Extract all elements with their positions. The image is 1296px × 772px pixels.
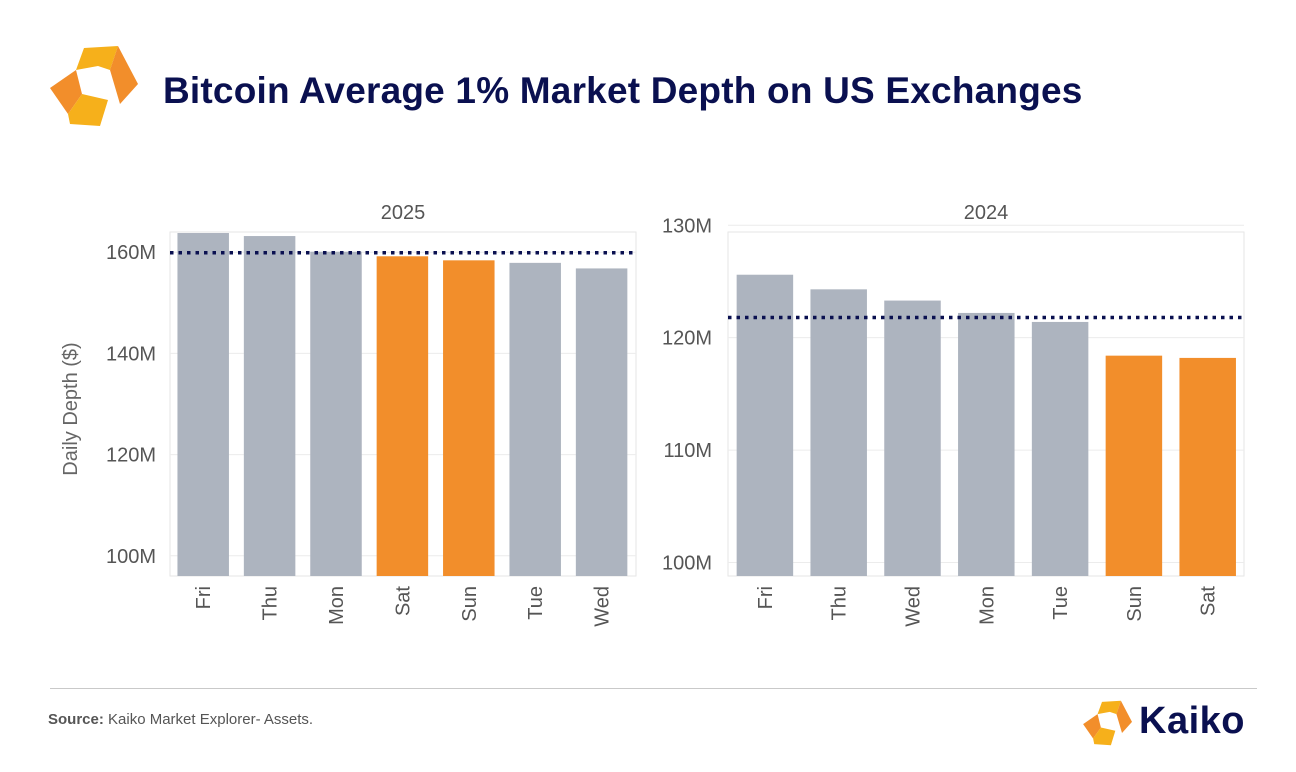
chart-2024-ytick-label: 130M [662,215,712,237]
chart-2025-xtick-label: Fri [193,586,215,609]
chart-2025-title: 2025 [381,202,426,224]
source-label: Source: [48,711,104,728]
kaiko-logo-icon [50,46,138,126]
chart-2025: 100M 120M 140M 160M 2025 Daily Depth ($) Fri Th… [60,202,637,627]
chart-2024-ytick-label: 120M [662,328,712,350]
chart-2025-xtick-label: Sat [392,586,414,616]
chart-2025-bar-sat [376,256,429,576]
chart-2025-xtick-label: Thu [260,586,282,620]
chart-2024-xtick-label: Fri [755,586,777,609]
chart-2024-xtick-label: Sun [1124,586,1146,622]
chart-2024-xtick-label: Tue [1050,586,1072,620]
chart-2025-bar-wed [575,268,628,576]
charts-area: 100M 120M 140M 160M 2025 Daily Depth ($) Fri Th… [60,202,1245,627]
chart-2024-bar-sun [1105,355,1163,576]
chart-2024-ytick-label: 100M [662,553,712,575]
brand-name: Kaiko [1139,700,1245,742]
chart-2025-ytick-label: 100M [106,546,156,568]
chart-2025-bar-mon [310,251,362,576]
chart-2024-bar-fri [736,274,794,576]
chart-2024-bar-sat [1179,357,1236,576]
chart-2025-xtick-label: Mon [326,586,348,625]
chart-2025-bar-fri [177,233,229,576]
chart-2024-xtick-label: Thu [829,586,851,620]
chart-2024-bar-mon [958,312,1015,576]
chart-2025-bar-sun [443,260,495,576]
source-text: Kaiko Market Explorer- Assets. [108,711,314,728]
kaiko-brand-icon [1083,700,1132,746]
brand-logo: Kaiko [1082,698,1262,748]
chart-2025-ytick-label: 160M [106,242,156,264]
chart-2024-xtick-label: Wed [903,586,925,627]
chart-2024-bar-wed [884,300,941,576]
chart-2024: 100M 110M 120M 130M 2024 Fri Thu Wed Mon Tue Sun Sa… [662,202,1245,627]
chart-2024-ytick-label: 110M [663,440,712,462]
chart-2024-xtick-label: Sat [1198,586,1220,616]
y-axis-label: Daily Depth ($) [60,342,82,475]
chart-2024-bar-tue [1031,321,1089,576]
page-title: Bitcoin Average 1% Market Depth on US Ex… [163,70,1083,111]
chart-2024-xtick-label: Mon [976,586,998,625]
chart-2025-ytick-label: 140M [106,343,156,365]
footer-divider [50,688,1257,689]
chart-2024-bar-thu [810,289,867,576]
source-note: Source: Kaiko Market Explorer- Assets. [48,711,313,728]
chart-2025-bar-tue [509,262,561,576]
chart-2024-title: 2024 [964,202,1009,224]
chart-2025-xtick-label: Sun [459,586,481,622]
chart-2025-bar-thu [243,236,296,576]
chart-2025-xtick-label: Tue [525,586,547,620]
chart-2025-ytick-label: 120M [106,445,156,467]
chart-2025-xtick-label: Wed [592,586,614,627]
